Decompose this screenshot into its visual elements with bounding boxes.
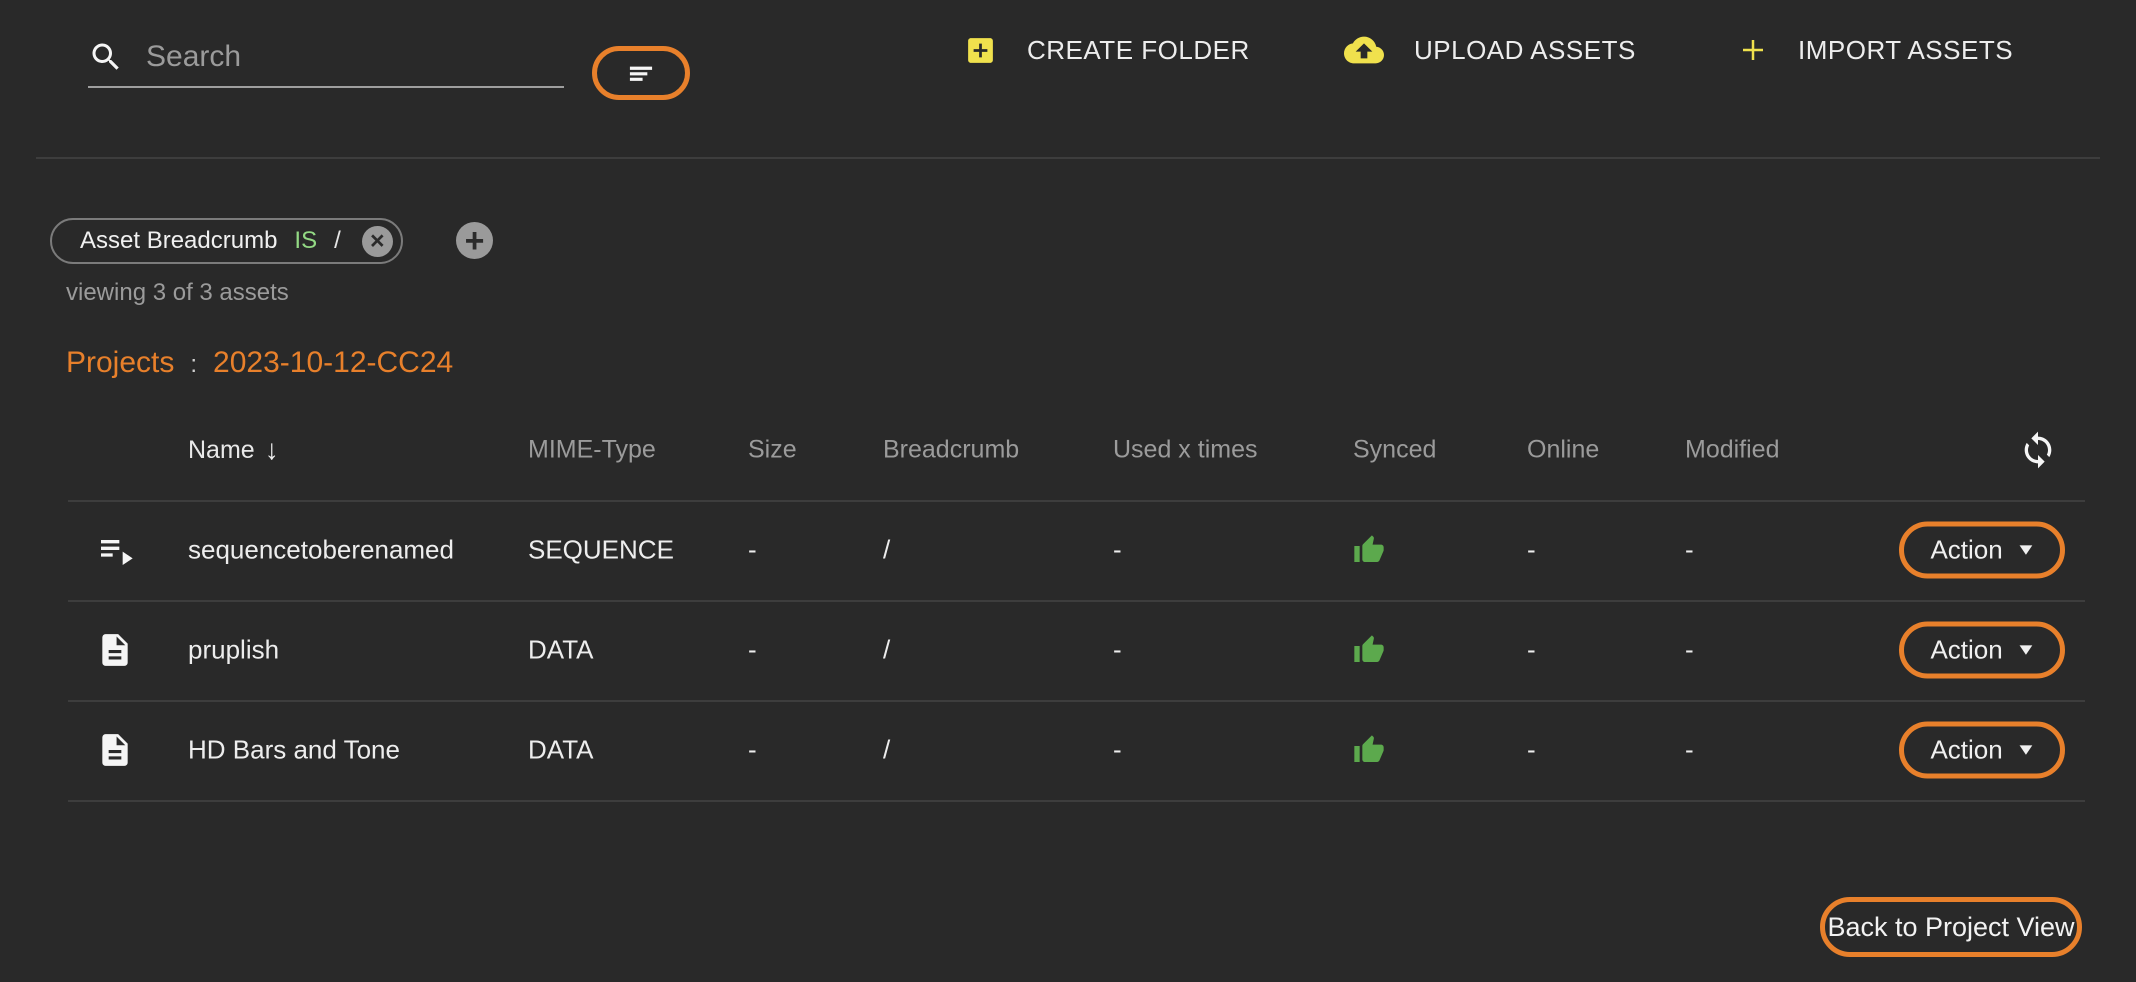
column-header-online[interactable]: Online bbox=[1527, 435, 1600, 464]
asset-mime-type: SEQUENCE bbox=[528, 534, 674, 565]
refresh-button[interactable] bbox=[2018, 430, 2058, 470]
column-header-used-x-times[interactable]: Used x times bbox=[1113, 435, 1258, 464]
add-box-icon bbox=[968, 37, 993, 63]
breadcrumb-separator: : bbox=[190, 351, 198, 378]
asset-table: sequencetoberenamed SEQUENCE - / - - - A… bbox=[0, 500, 2136, 802]
toolbar-divider bbox=[36, 157, 2100, 159]
asset-mime-type: DATA bbox=[528, 734, 594, 765]
filter-chip-asset-breadcrumb[interactable]: Asset Breadcrumb IS / × bbox=[50, 218, 403, 264]
create-folder-button[interactable]: CREATE FOLDER bbox=[958, 22, 1256, 78]
action-dropdown-button[interactable]: Action ▼ bbox=[1899, 721, 2065, 779]
synced-status bbox=[1353, 734, 1385, 766]
back-to-project-view-label: Back to Project View bbox=[1827, 911, 2075, 942]
column-header-size[interactable]: Size bbox=[748, 435, 797, 464]
sequence-icon bbox=[101, 540, 133, 565]
upload-assets-label: UPLOAD ASSETS bbox=[1414, 34, 1636, 65]
thumbs-up-icon bbox=[1354, 535, 1384, 562]
action-label: Action bbox=[1930, 634, 2003, 665]
viewing-count-text: viewing 3 of 3 assets bbox=[66, 279, 289, 306]
column-header-modified[interactable]: Modified bbox=[1685, 435, 1780, 464]
asset-online: - bbox=[1527, 734, 1536, 765]
table-header: Name ↓ MIME-Type Size Breadcrumb Used x … bbox=[0, 400, 2136, 500]
action-dropdown-button[interactable]: Action ▼ bbox=[1899, 521, 2065, 579]
asset-size: - bbox=[748, 634, 757, 665]
back-to-project-view-button[interactable]: Back to Project View bbox=[1820, 897, 2082, 957]
asset-name: HD Bars and Tone bbox=[188, 734, 400, 765]
column-header-name[interactable]: Name ↓ bbox=[188, 434, 279, 466]
filter-chip-value: / bbox=[334, 227, 341, 254]
asset-breadcrumb: / bbox=[883, 634, 891, 665]
caret-down-icon: ▼ bbox=[2014, 741, 2037, 758]
asset-used-x-times: - bbox=[1113, 534, 1122, 565]
breadcrumb-current-link[interactable]: 2023-10-12-CC24 bbox=[213, 346, 454, 379]
import-assets-button[interactable]: IMPORT ASSETS bbox=[1732, 22, 2019, 78]
filter-chip-field: Asset Breadcrumb bbox=[80, 227, 278, 254]
asset-size: - bbox=[748, 534, 757, 565]
column-header-name-label: Name bbox=[188, 435, 255, 464]
column-header-breadcrumb[interactable]: Breadcrumb bbox=[883, 435, 1020, 464]
search-field[interactable] bbox=[88, 28, 564, 88]
filter-chip-operator: IS bbox=[294, 227, 318, 254]
table-row[interactable]: HD Bars and Tone DATA - / - - - Action ▼ bbox=[0, 700, 2136, 802]
asset-used-x-times: - bbox=[1113, 634, 1122, 665]
refresh-icon bbox=[2024, 431, 2052, 469]
thumbs-up-icon bbox=[1354, 635, 1384, 662]
add-filter-button[interactable]: + bbox=[456, 222, 493, 259]
filter-chip-close-icon[interactable]: × bbox=[361, 225, 393, 257]
upload-assets-button[interactable]: UPLOAD ASSETS bbox=[1338, 22, 1642, 78]
asset-mime-type: DATA bbox=[528, 634, 594, 665]
action-label: Action bbox=[1930, 734, 2003, 765]
import-assets-label: IMPORT ASSETS bbox=[1798, 34, 2014, 65]
column-header-synced[interactable]: Synced bbox=[1353, 435, 1437, 464]
caret-down-icon: ▼ bbox=[2014, 641, 2037, 658]
asset-name: pruplish bbox=[188, 634, 280, 665]
asset-used-x-times: - bbox=[1113, 734, 1122, 765]
asset-modified: - bbox=[1685, 734, 1694, 765]
asset-breadcrumb: / bbox=[883, 534, 891, 565]
cloud-upload-icon bbox=[1344, 36, 1384, 64]
breadcrumb-projects-link[interactable]: Projects bbox=[66, 346, 175, 379]
asset-name: sequencetoberenamed bbox=[188, 534, 454, 565]
table-row[interactable]: pruplish DATA - / - - - Action ▼ bbox=[0, 600, 2136, 702]
synced-status bbox=[1353, 534, 1385, 566]
synced-status bbox=[1353, 634, 1385, 666]
sort-lines-icon bbox=[629, 66, 653, 81]
plus-icon bbox=[1743, 40, 1763, 60]
thumbs-up-icon bbox=[1354, 735, 1384, 762]
table-row[interactable]: sequencetoberenamed SEQUENCE - / - - - A… bbox=[0, 500, 2136, 602]
create-folder-label: CREATE FOLDER bbox=[1027, 34, 1250, 65]
filter-sort-button[interactable] bbox=[592, 46, 690, 100]
asset-online: - bbox=[1527, 634, 1536, 665]
caret-down-icon: ▼ bbox=[2014, 541, 2037, 558]
search-icon bbox=[92, 43, 119, 70]
column-header-mime-type[interactable]: MIME-Type bbox=[528, 435, 656, 464]
asset-modified: - bbox=[1685, 634, 1694, 665]
sort-descending-icon: ↓ bbox=[264, 434, 279, 465]
asset-breadcrumb: / bbox=[883, 734, 891, 765]
search-input[interactable] bbox=[144, 39, 528, 75]
breadcrumb: Projects : 2023-10-12-CC24 bbox=[66, 346, 453, 380]
asset-size: - bbox=[748, 734, 757, 765]
action-label: Action bbox=[1930, 534, 2003, 565]
asset-modified: - bbox=[1685, 534, 1694, 565]
asset-online: - bbox=[1527, 534, 1536, 565]
document-icon bbox=[102, 734, 128, 766]
document-icon bbox=[102, 634, 128, 666]
action-dropdown-button[interactable]: Action ▼ bbox=[1899, 621, 2065, 679]
plus-circle-icon: + bbox=[464, 221, 485, 260]
